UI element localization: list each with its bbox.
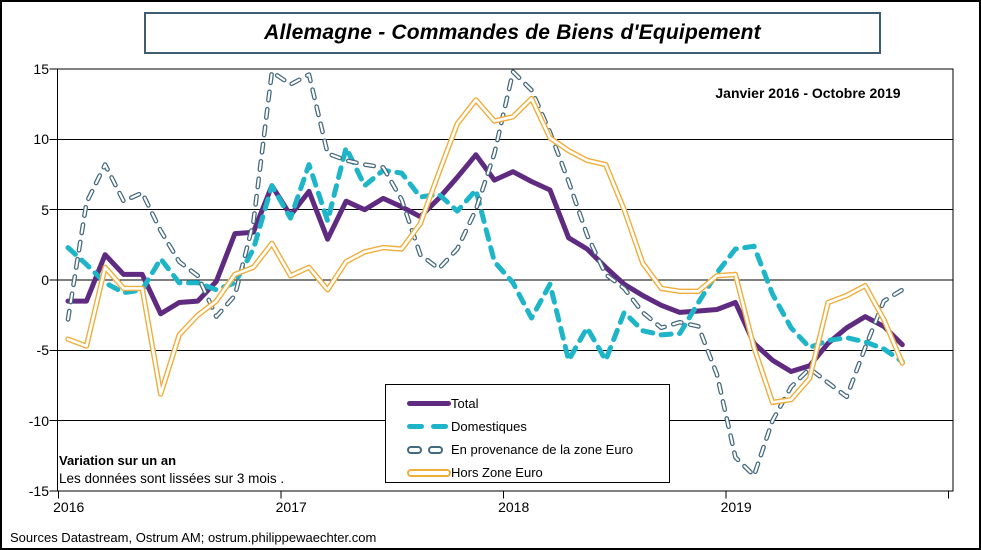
total-line-sample <box>407 401 451 406</box>
hors-zone-euro-line-sample <box>407 468 451 477</box>
y-axis-label: -5 <box>36 342 49 359</box>
x-axis-label: 2018 <box>498 499 530 515</box>
y-axis-label: 5 <box>41 201 49 218</box>
chart-title-box: Allemagne - Commandes de Biens d'Equipem… <box>144 12 881 54</box>
domestiques-line-sample <box>407 423 451 430</box>
legend-item-hors-zone-euro: Hors Zone Euro <box>407 461 669 484</box>
y-axis-label: -15 <box>28 483 49 500</box>
legend-item-zone-euro: En provenance de la zone Euro <box>407 438 669 461</box>
legend-label-hors-zone-euro: Hors Zone Euro <box>451 465 543 480</box>
y-axis-label: 15 <box>33 60 49 77</box>
chart-title: Allemagne - Commandes de Biens d'Equipem… <box>264 21 761 44</box>
source-text: Sources Datastream, Ostrum AM; ostrum.ph… <box>10 530 377 545</box>
y-axis-label: 0 <box>41 272 49 288</box>
legend: Total Domestiques En provenance de la zo… <box>385 384 670 483</box>
x-axis-label: 2019 <box>720 499 752 515</box>
legend-label-zone-euro: En provenance de la zone Euro <box>451 442 634 457</box>
legend-item-total: Total <box>407 392 669 415</box>
y-axis-label: -10 <box>28 412 49 429</box>
note-smoothing: Les données sont lissées sur 3 mois . <box>59 471 285 486</box>
period-annotation: Janvier 2016 - Octobre 2019 <box>715 85 901 101</box>
legend-item-domestiques: Domestiques <box>407 415 669 438</box>
note-variation: Variation sur un an <box>59 453 177 468</box>
y-axis-label: 10 <box>33 131 49 148</box>
legend-label-total: Total <box>451 396 479 411</box>
x-axis-label: 2017 <box>275 499 307 515</box>
zone-euro-line-sample <box>407 445 451 454</box>
x-axis-label: 2016 <box>53 499 85 515</box>
legend-label-domestiques: Domestiques <box>451 419 527 434</box>
